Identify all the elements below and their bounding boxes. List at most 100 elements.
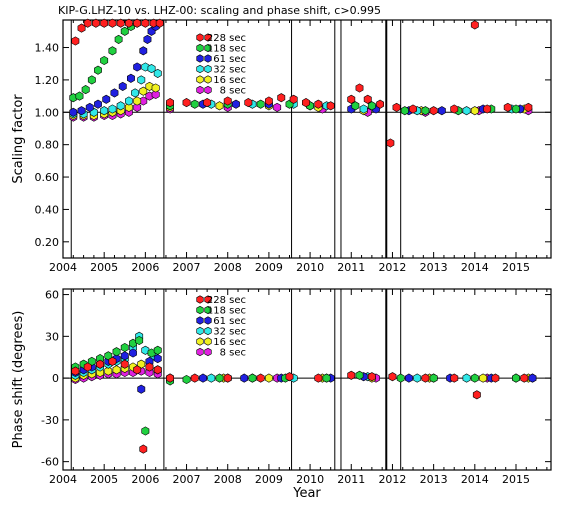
x-tick-label: 2005 bbox=[90, 473, 118, 486]
data-point bbox=[133, 62, 142, 72]
x-tick-label: 2015 bbox=[502, 261, 530, 274]
data-point bbox=[108, 356, 117, 366]
data-point bbox=[264, 96, 273, 106]
x-tick-label: 2006 bbox=[131, 261, 159, 274]
y-tick-label: -30 bbox=[41, 414, 59, 427]
legend-marker bbox=[204, 326, 212, 336]
legend-marker bbox=[196, 43, 204, 53]
data-point bbox=[232, 99, 240, 109]
legend-marker bbox=[204, 305, 212, 315]
data-point bbox=[273, 102, 282, 112]
data-point bbox=[256, 373, 265, 383]
data-point bbox=[104, 366, 113, 376]
legend-label: 16 sec bbox=[213, 75, 246, 86]
data-point bbox=[116, 101, 125, 111]
data-point bbox=[120, 359, 129, 369]
data-point bbox=[81, 85, 90, 95]
data-point bbox=[145, 362, 154, 372]
y-tick-label: 0.40 bbox=[35, 203, 60, 216]
data-point bbox=[182, 98, 191, 108]
data-point bbox=[347, 94, 356, 104]
data-point bbox=[153, 365, 162, 375]
data-point bbox=[166, 373, 174, 383]
plot-frame bbox=[62, 288, 552, 471]
data-point bbox=[83, 18, 92, 28]
data-point bbox=[347, 370, 356, 380]
data-point bbox=[289, 94, 298, 104]
y-tick-label: 1.40 bbox=[35, 42, 60, 55]
x-axis-label: Year bbox=[292, 486, 321, 501]
data-point bbox=[141, 62, 150, 72]
data-point bbox=[118, 81, 127, 91]
data-point bbox=[131, 88, 139, 98]
legend-marker bbox=[196, 337, 204, 346]
data-point bbox=[462, 106, 471, 116]
data-point bbox=[524, 102, 533, 112]
data-point bbox=[141, 18, 150, 28]
data-point bbox=[491, 373, 500, 383]
data-point bbox=[528, 373, 537, 383]
data-point bbox=[87, 356, 96, 366]
data-point bbox=[404, 373, 413, 383]
data-point bbox=[137, 359, 146, 369]
legend-label: 228 sec bbox=[207, 295, 246, 306]
y-axis-label: Scaling factor bbox=[11, 94, 26, 184]
data-point bbox=[141, 345, 150, 355]
y-tick-label: 0.20 bbox=[35, 236, 60, 249]
data-point bbox=[182, 374, 191, 385]
data-point bbox=[450, 104, 459, 114]
x-tick-label: 2013 bbox=[420, 473, 448, 486]
data-point bbox=[223, 96, 232, 106]
y-tick-label: 1.20 bbox=[35, 74, 60, 87]
legend-label: 32 sec bbox=[213, 327, 246, 338]
data-point bbox=[413, 373, 422, 383]
data-point bbox=[153, 68, 162, 78]
legend-marker bbox=[196, 295, 204, 304]
y-tick-label: 0 bbox=[52, 372, 59, 385]
data-point bbox=[96, 359, 104, 369]
data-point bbox=[112, 365, 121, 375]
data-point bbox=[104, 351, 113, 361]
legend-marker bbox=[196, 64, 204, 74]
legend-marker bbox=[204, 295, 212, 304]
data-point bbox=[166, 98, 174, 108]
data-point bbox=[503, 102, 512, 112]
legend-label: 118 sec bbox=[207, 44, 246, 55]
legend-marker bbox=[196, 316, 204, 325]
x-tick-label: 2009 bbox=[255, 261, 283, 274]
data-point bbox=[71, 36, 80, 46]
x-tick-label: 2008 bbox=[214, 473, 242, 486]
data-point bbox=[215, 101, 224, 111]
data-point bbox=[108, 18, 117, 28]
x-tick-label: 2007 bbox=[173, 473, 201, 486]
legend-marker bbox=[196, 33, 204, 42]
legend-label: 32 sec bbox=[213, 65, 246, 76]
data-point bbox=[376, 99, 385, 109]
data-point bbox=[108, 46, 117, 56]
y-tick-label: 0.60 bbox=[35, 171, 60, 184]
data-point bbox=[114, 34, 123, 44]
data-point bbox=[137, 75, 146, 85]
data-point bbox=[470, 373, 479, 383]
data-point bbox=[285, 372, 294, 382]
y-tick-label: 60 bbox=[45, 289, 59, 302]
data-point bbox=[223, 373, 232, 383]
x-tick-label: 2010 bbox=[296, 473, 324, 486]
data-point bbox=[153, 354, 162, 364]
data-point bbox=[392, 102, 401, 112]
data-point bbox=[359, 104, 368, 114]
data-point bbox=[367, 372, 376, 382]
legend-label: 118 sec bbox=[207, 306, 246, 317]
x-tick-label: 2012 bbox=[378, 261, 406, 274]
data-point bbox=[125, 18, 133, 28]
data-point bbox=[326, 101, 335, 111]
data-point bbox=[102, 94, 111, 104]
data-point bbox=[92, 18, 100, 28]
data-point bbox=[450, 373, 459, 383]
x-tick-label: 2009 bbox=[255, 473, 283, 486]
scaling-panel: 2004 2005 2006 2007 2008 2009 2010 2011 2012 2013… bbox=[11, 18, 552, 274]
plot-frame bbox=[62, 19, 552, 259]
data-point bbox=[240, 373, 249, 383]
data-point bbox=[133, 18, 142, 28]
legend-marker bbox=[204, 64, 212, 74]
